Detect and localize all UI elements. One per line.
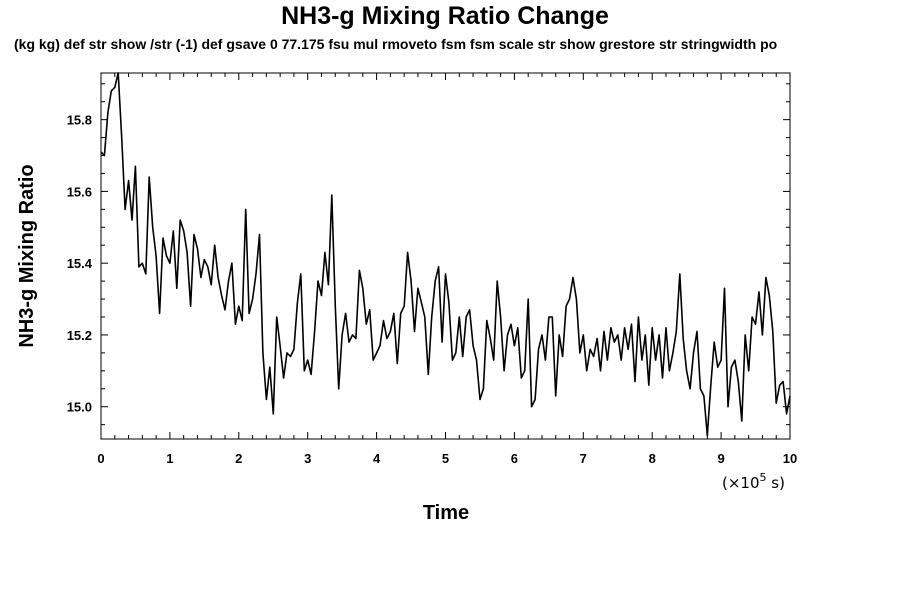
x-tick-label: 9	[717, 451, 724, 466]
x-scale-note-exponent: 5	[760, 471, 767, 484]
y-tick-label: 15.4	[67, 256, 93, 271]
x-scale-note-unit: s)	[767, 474, 785, 492]
x-tick-label: 0	[97, 451, 104, 466]
y-tick-label: 15.8	[67, 113, 92, 128]
x-tick-label: 5	[442, 451, 449, 466]
x-tick-label: 3	[304, 451, 311, 466]
chart-title: NH3-g Mixing Ratio Change	[281, 2, 609, 30]
y-tick-label: 15.0	[67, 400, 92, 415]
x-tick-label: 2	[235, 451, 242, 466]
y-axis-title: NH3-g Mixing Ratio	[16, 164, 38, 347]
x-tick-label: 8	[649, 451, 656, 466]
axis-ticks	[100, 73, 791, 439]
plot-frame	[100, 72, 791, 440]
series-line	[100, 72, 791, 437]
x-tick-label: 4	[373, 451, 381, 466]
x-tick-label: 1	[166, 451, 173, 466]
x-tick-label: 10	[783, 451, 797, 466]
x-tick-label: 6	[511, 451, 518, 466]
x-axis-title: Time	[423, 502, 469, 524]
x-tick-label: 7	[580, 451, 587, 466]
x-scale-note-base: (×10	[722, 474, 760, 492]
x-scale-note: (×105 s)	[722, 471, 785, 492]
y-tick-label: 15.6	[67, 184, 92, 199]
y-tick-label: 15.2	[67, 328, 92, 343]
x-tick-labels: 0 1 2 3 4 5 6 7 8 9 10	[97, 451, 797, 466]
chart-subtitle: (kg kg) def str show /str (-1) def gsave…	[14, 36, 778, 52]
y-tick-labels: 15.0 15.2 15.4 15.6 15.8	[67, 113, 93, 415]
